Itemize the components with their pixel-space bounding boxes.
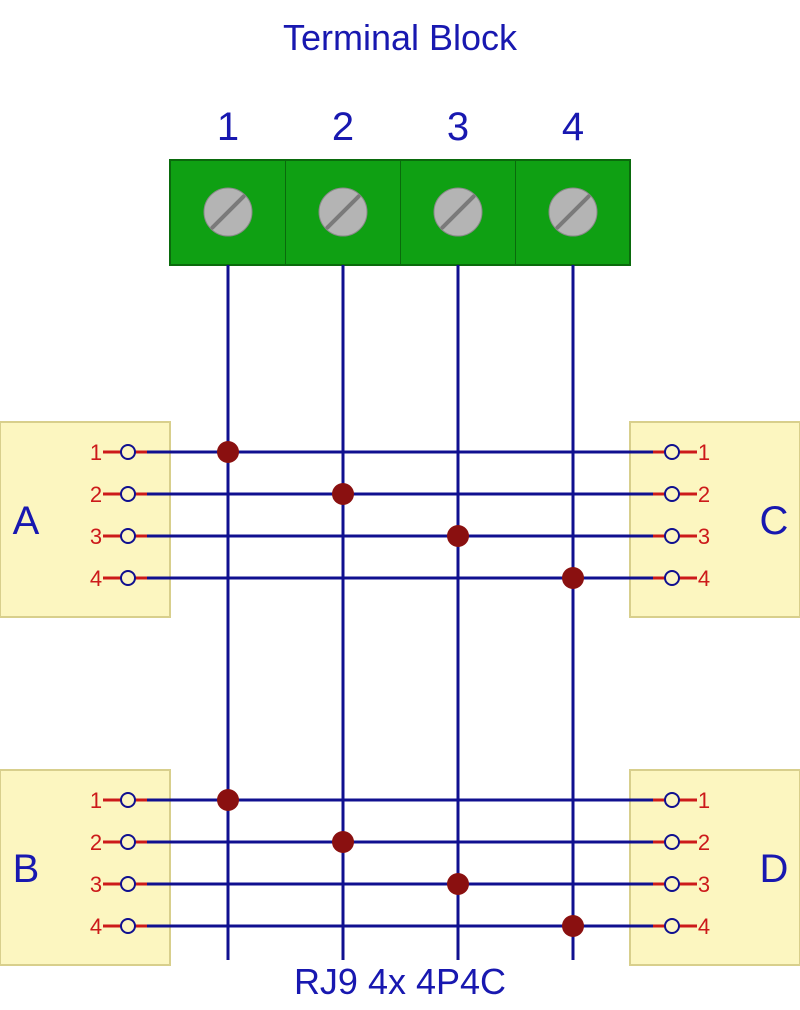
pin-label-A-1: 1 xyxy=(90,440,102,465)
pin-label-C-2: 2 xyxy=(698,482,710,507)
connector-label-B: B xyxy=(13,847,40,891)
pin-label-A-2: 2 xyxy=(90,482,102,507)
junction-B-4 xyxy=(562,915,584,937)
junction-B-1 xyxy=(217,789,239,811)
connector-label-A: A xyxy=(13,499,40,543)
terminal-label-3: 3 xyxy=(447,105,469,149)
connector-label-C: C xyxy=(760,499,789,543)
terminal-label-1: 1 xyxy=(217,105,239,149)
pin-label-D-3: 3 xyxy=(698,872,710,897)
pin-label-C-4: 4 xyxy=(698,566,710,591)
pin-label-D-4: 4 xyxy=(698,914,710,939)
pin-label-B-2: 2 xyxy=(90,830,102,855)
junction-A-1 xyxy=(217,441,239,463)
pin-label-B-1: 1 xyxy=(90,788,102,813)
junction-A-4 xyxy=(562,567,584,589)
junction-A-2 xyxy=(332,483,354,505)
pin-label-A-4: 4 xyxy=(90,566,102,591)
terminal-label-4: 4 xyxy=(562,105,584,149)
title-text: Terminal Block xyxy=(283,17,518,58)
junction-B-3 xyxy=(447,873,469,895)
bottom-label: RJ9 4x 4P4C xyxy=(294,961,506,1002)
junction-A-3 xyxy=(447,525,469,547)
connector-label-D: D xyxy=(760,847,789,891)
pin-label-C-3: 3 xyxy=(698,524,710,549)
pin-label-C-1: 1 xyxy=(698,440,710,465)
terminal-label-2: 2 xyxy=(332,105,354,149)
wiring-diagram: Terminal Block 1 2 3 4 1 2 3 4 A 1 2 3 4 B 1 2 3 4 C 1 2 3 4 D RJ… xyxy=(0,0,800,1010)
pin-label-B-4: 4 xyxy=(90,914,102,939)
pin-label-B-3: 3 xyxy=(90,872,102,897)
junction-B-2 xyxy=(332,831,354,853)
pin-label-A-3: 3 xyxy=(90,524,102,549)
pin-label-D-1: 1 xyxy=(698,788,710,813)
pin-label-D-2: 2 xyxy=(698,830,710,855)
